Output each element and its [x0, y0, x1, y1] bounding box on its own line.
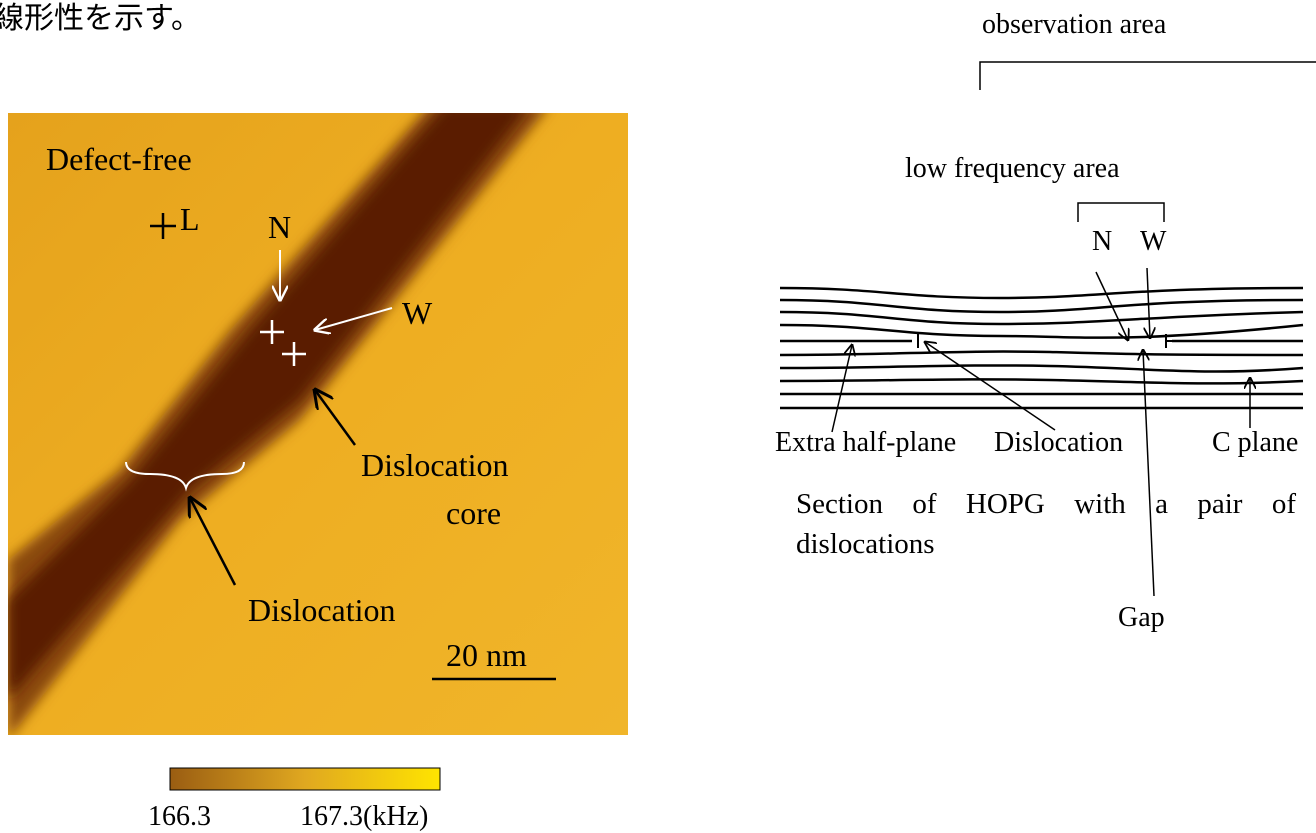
colorbar-label: 166.3: [148, 801, 211, 832]
label: low frequency area: [905, 153, 1120, 184]
label: Dislocation: [994, 427, 1123, 458]
page: 線形性を示す。 Defect-free L N W Dislocation co…: [0, 0, 1316, 833]
label: core: [446, 495, 501, 531]
label: Gap: [1118, 602, 1165, 633]
colorbar: [170, 768, 440, 790]
label: L: [180, 201, 200, 237]
scale-label: 20 nm: [446, 637, 527, 673]
lattice-planes: [780, 288, 1303, 408]
afm-image: [8, 105, 628, 740]
label: Dislocation: [248, 592, 396, 628]
caption: Section of HOPG with a pair of dislocati…: [796, 484, 1296, 564]
label: N: [268, 209, 291, 245]
label: N: [1092, 226, 1112, 257]
header-text: 線形性を示す。: [0, 1, 201, 36]
label: Extra half-plane: [775, 427, 956, 458]
arrow: [832, 345, 852, 432]
label: Defect-free: [46, 141, 192, 177]
bracket: [980, 62, 1316, 90]
label: C plane: [1212, 427, 1298, 458]
bracket: [1078, 203, 1164, 222]
arrow: [925, 342, 1055, 430]
label: observation area: [982, 9, 1167, 40]
colorbar-label: 167.3(kHz): [300, 801, 428, 832]
label: Dislocation: [361, 447, 509, 483]
label: W: [1140, 226, 1167, 257]
label: W: [402, 295, 433, 331]
figure: 線形性を示す。 Defect-free L N W Dislocation co…: [0, 0, 1316, 833]
